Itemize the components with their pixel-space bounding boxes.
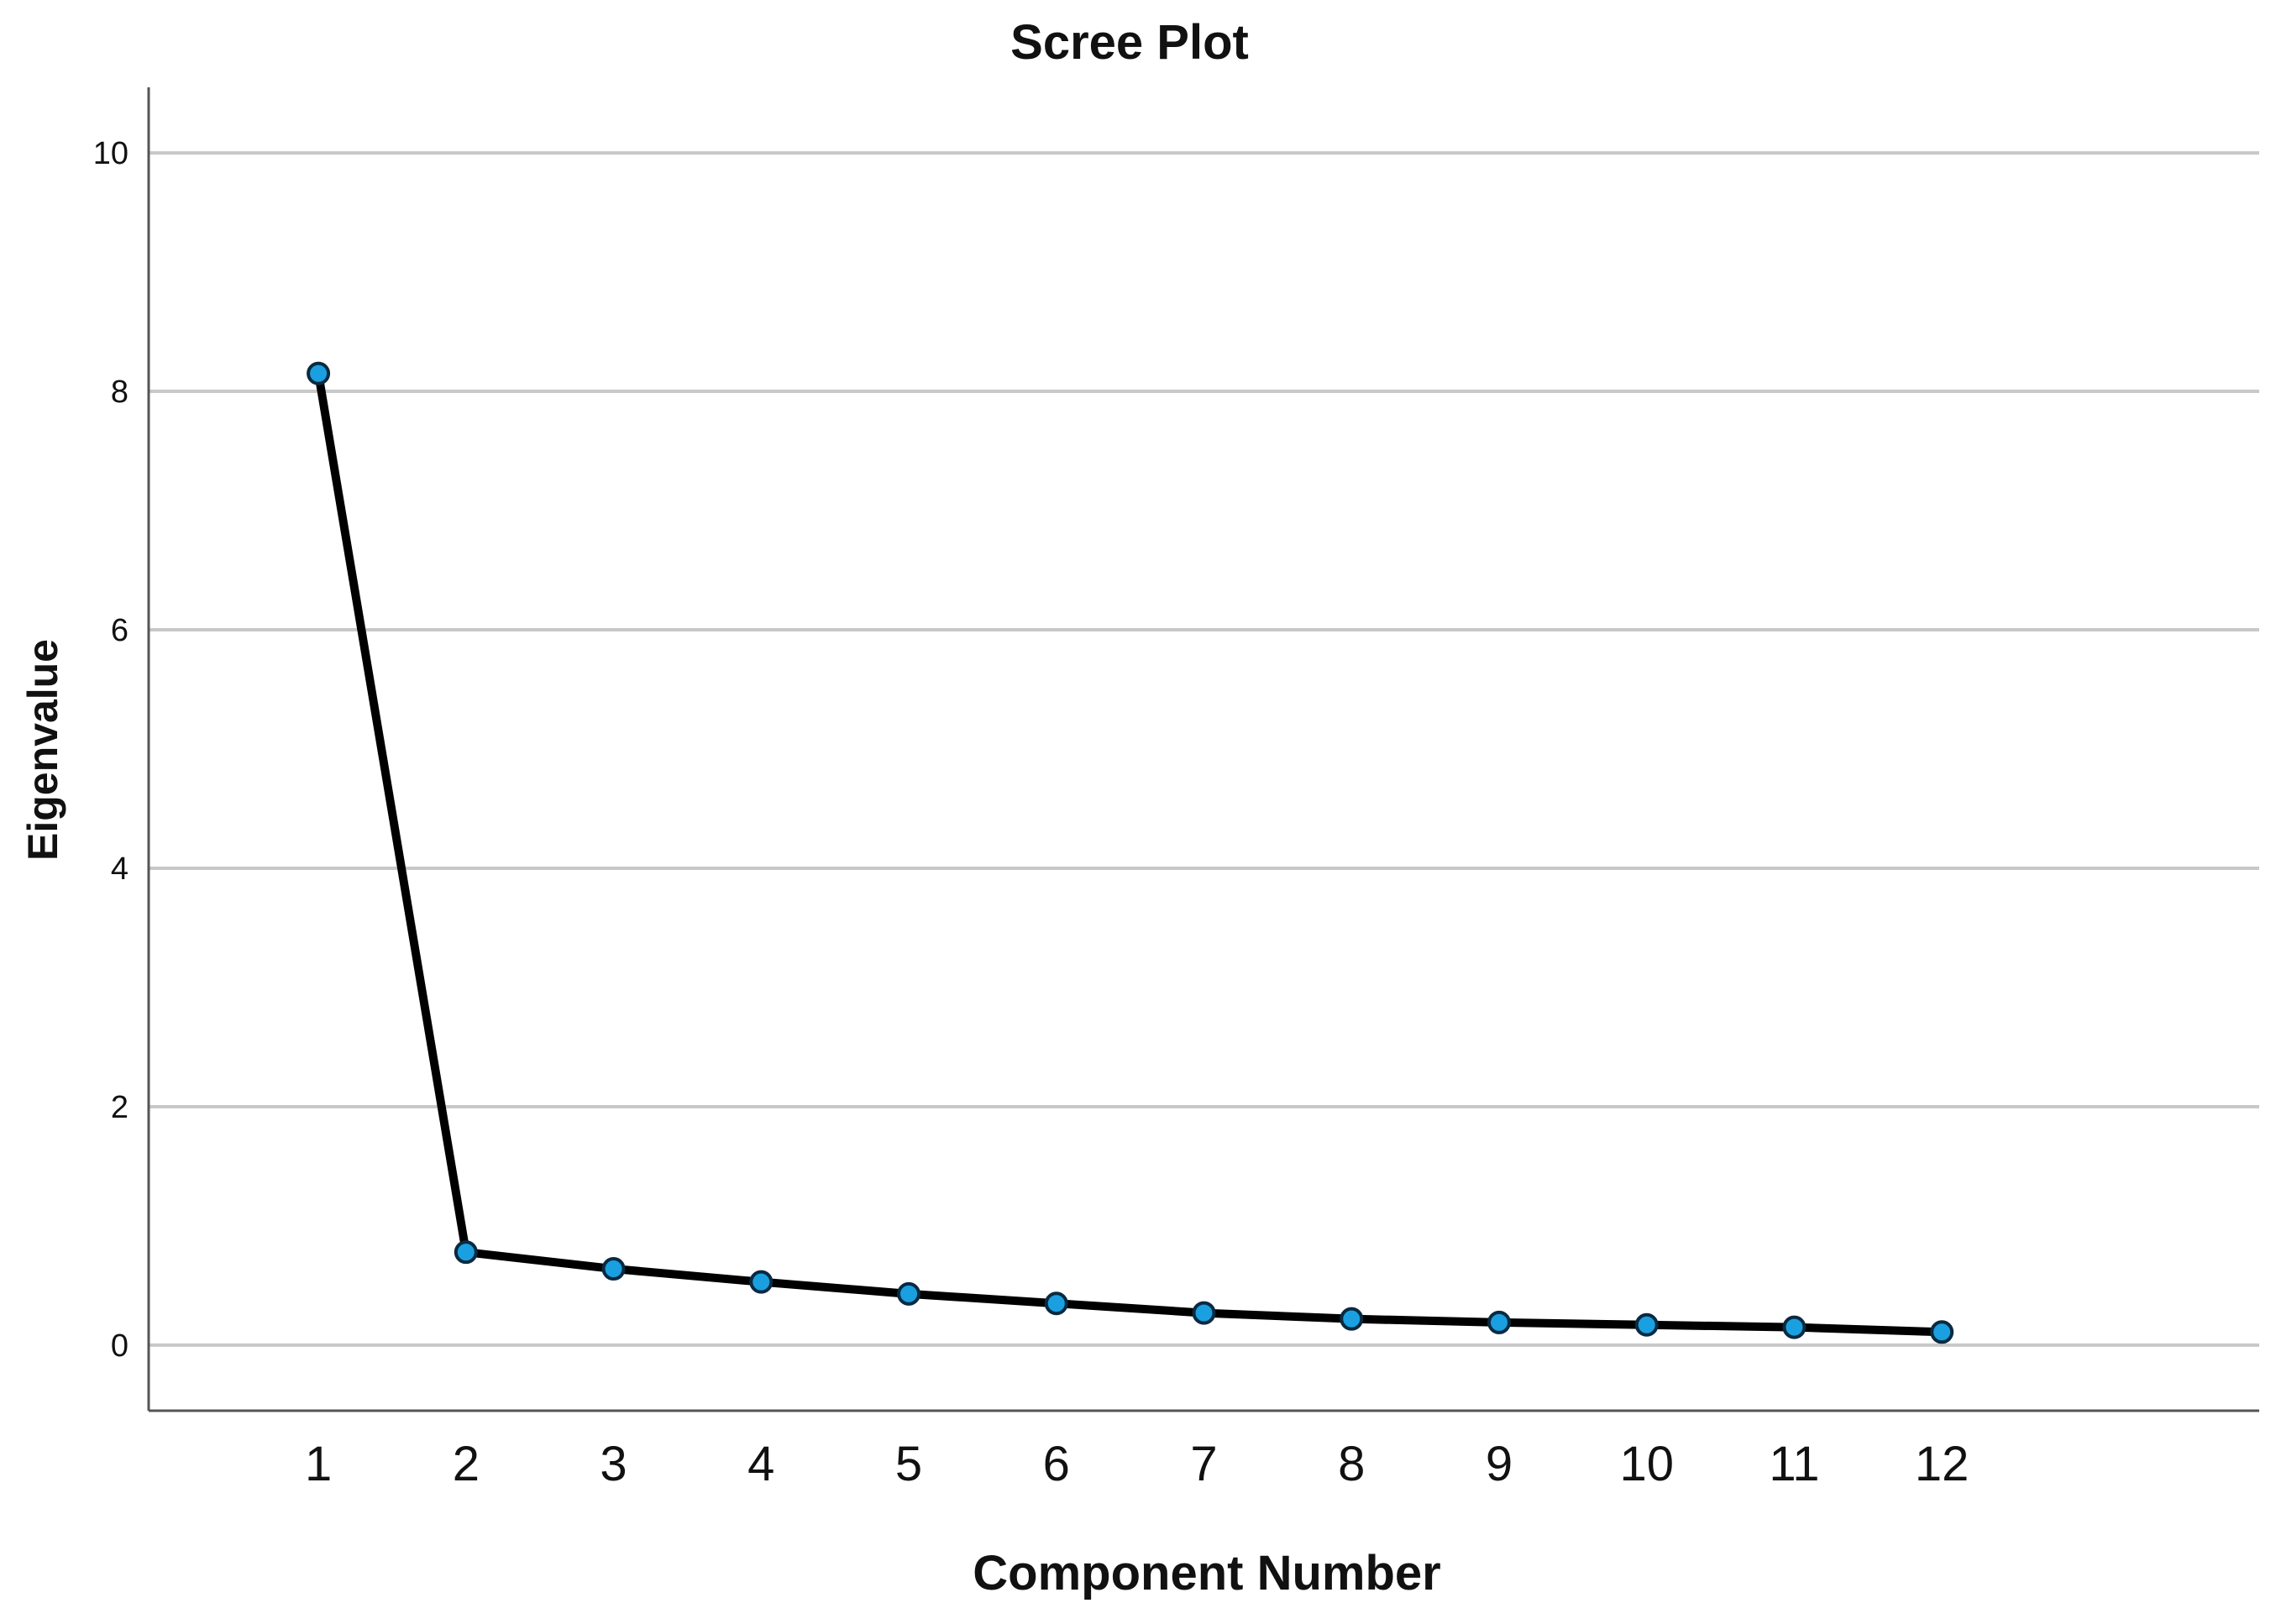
data-point-1 — [307, 361, 331, 385]
y-tick-label: 10 — [93, 136, 128, 171]
x-tick-label: 11 — [1769, 1437, 1819, 1491]
data-point-7 — [1192, 1301, 1216, 1325]
eigenvalue-line — [314, 369, 1947, 1337]
x-tick-label: 4 — [747, 1437, 774, 1491]
y-tick-label: 4 — [111, 851, 128, 887]
data-point-6 — [1044, 1291, 1068, 1316]
data-point-11 — [1782, 1315, 1807, 1339]
y-tick-label: 0 — [111, 1328, 128, 1364]
x-tick-label: 3 — [600, 1437, 627, 1491]
data-point-4 — [749, 1270, 774, 1294]
axes — [147, 87, 2259, 1412]
x-tick-label: 5 — [895, 1437, 922, 1491]
data-point-9 — [1487, 1310, 1511, 1334]
data-point-2 — [454, 1240, 478, 1265]
data-point-3 — [601, 1257, 626, 1281]
gridlines — [149, 151, 2259, 1347]
x-tick-labels: 1 2 3 4 5 6 7 8 9 10 11 12 — [305, 1437, 1969, 1491]
y-tick-label: 6 — [111, 613, 128, 648]
x-tick-label: 2 — [453, 1437, 480, 1491]
y-tick-label: 2 — [111, 1090, 128, 1125]
x-tick-label: 9 — [1486, 1437, 1513, 1491]
data-point-5 — [897, 1281, 921, 1306]
x-tick-label: 8 — [1338, 1437, 1365, 1491]
data-point-8 — [1340, 1307, 1364, 1331]
x-tick-label: 12 — [1915, 1437, 1969, 1491]
data-point-12 — [1930, 1320, 1954, 1344]
chart-title: Scree Plot — [1010, 15, 1249, 70]
x-tick-label: 10 — [1619, 1437, 1674, 1491]
data-point-10 — [1634, 1312, 1659, 1337]
eigenvalue-series — [307, 361, 1954, 1344]
y-axis-label: Eigenvalue — [19, 639, 66, 861]
y-tick-label: 8 — [111, 375, 128, 410]
x-tick-label: 1 — [305, 1437, 332, 1491]
x-tick-label: 7 — [1190, 1437, 1217, 1491]
x-axis-label: Component Number — [973, 1546, 1440, 1600]
x-tick-label: 6 — [1043, 1437, 1070, 1491]
y-tick-labels: 0 2 4 6 8 10 — [93, 136, 128, 1364]
